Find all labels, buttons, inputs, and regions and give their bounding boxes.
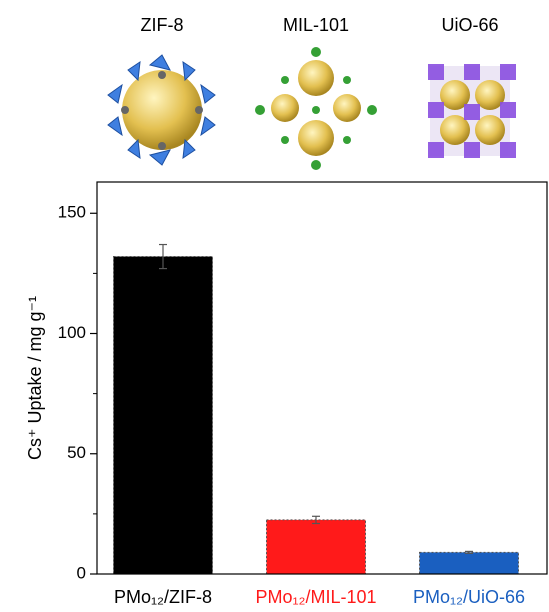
structure-label: MIL-101	[283, 15, 349, 35]
structure-label: ZIF-8	[141, 15, 184, 35]
x-tick-label: PMo₁₂/ZIF-8	[114, 587, 212, 607]
page: ZIF-8 MIL-101 UiO-66 Cs⁺ Uptake / mg g⁻¹…	[0, 0, 549, 612]
y-tick-label: 150	[58, 203, 86, 222]
bar	[114, 257, 213, 574]
bar	[267, 520, 366, 574]
structure-label: UiO-66	[441, 15, 498, 35]
x-tick-label: PMo₁₂/MIL-101	[255, 587, 376, 607]
zif8-structure	[108, 55, 215, 165]
y-axis-label: Cs⁺ Uptake / mg g⁻¹	[25, 296, 45, 460]
bar	[420, 552, 519, 574]
y-tick-label: 0	[77, 563, 86, 582]
uio66-structure	[428, 64, 516, 158]
figure: ZIF-8 MIL-101 UiO-66 Cs⁺ Uptake / mg g⁻¹…	[0, 0, 549, 612]
mil101-structure	[255, 47, 377, 170]
y-tick-label: 100	[58, 323, 86, 342]
y-tick-label: 50	[67, 443, 86, 462]
x-tick-label: PMo₁₂/UiO-66	[413, 587, 525, 607]
